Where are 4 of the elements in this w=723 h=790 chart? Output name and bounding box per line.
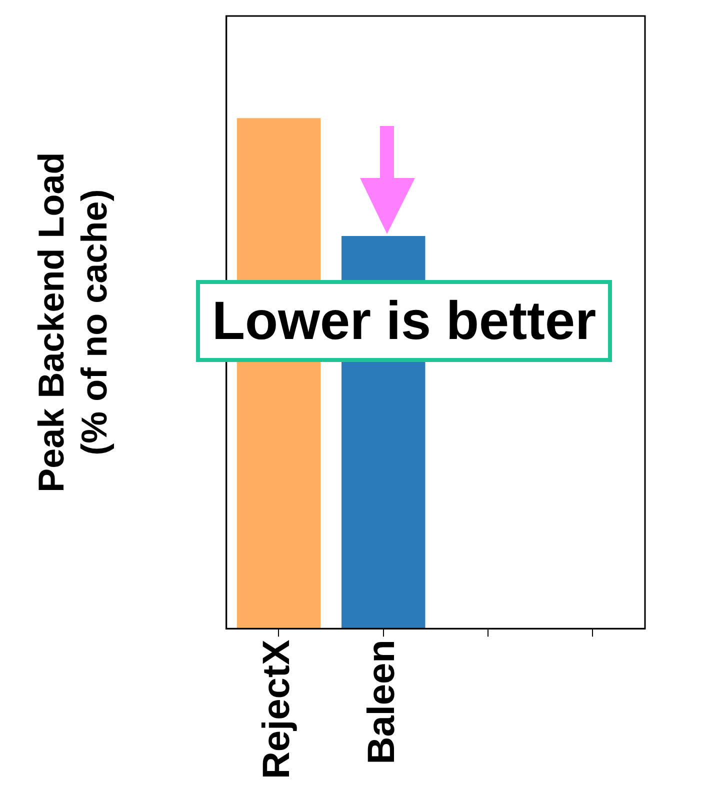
- x-tick-label: Baleen: [360, 640, 403, 764]
- y-axis-title: Peak Backend Load (% of no cache): [30, 152, 115, 492]
- x-tick-label: RejectX: [256, 638, 298, 780]
- annotation: Lower is better: [196, 280, 612, 362]
